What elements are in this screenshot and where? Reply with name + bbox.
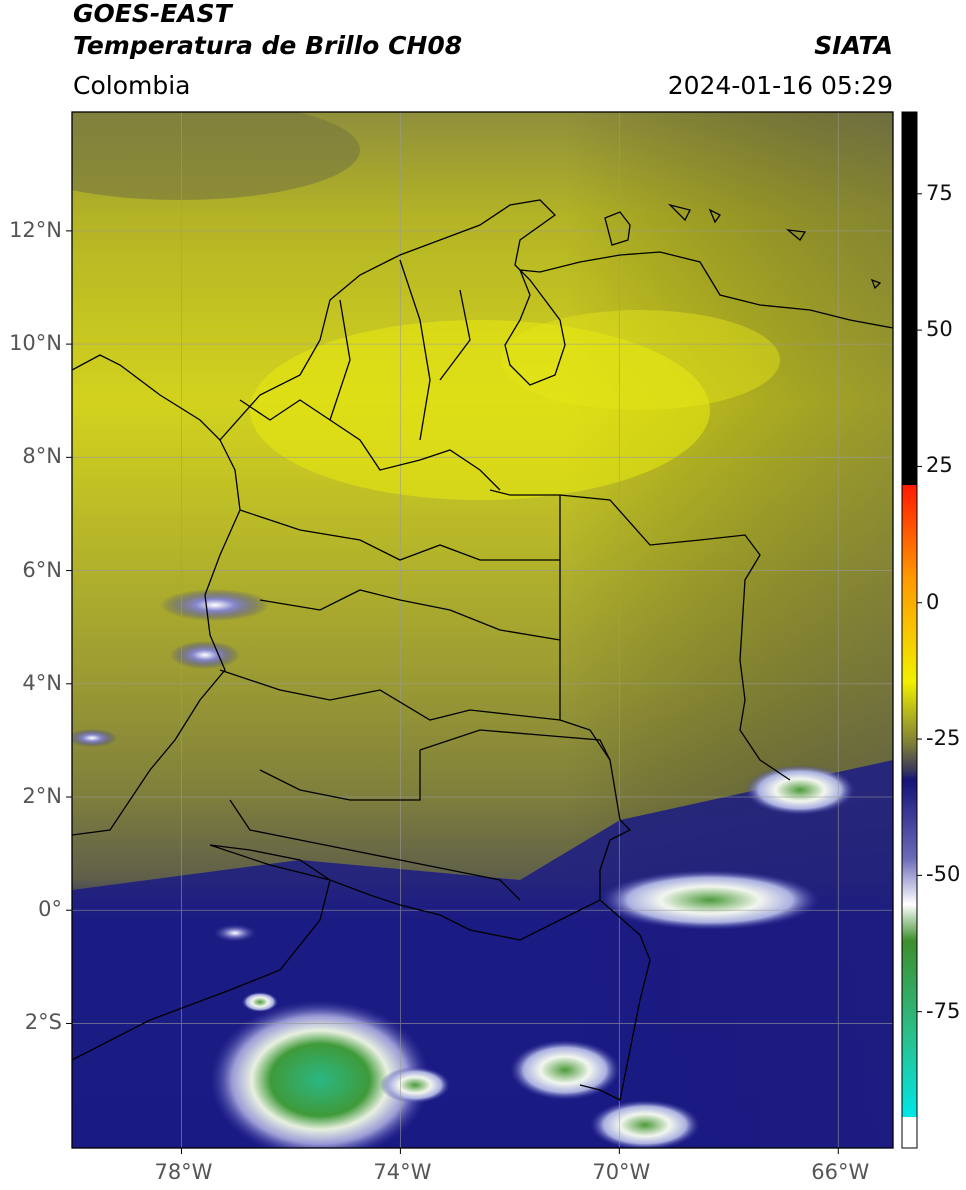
island-shapes <box>604 203 882 290</box>
internal-dept-8 <box>329 259 471 441</box>
map-frame <box>71 111 894 1149</box>
internal-dept-7 <box>229 799 521 901</box>
internal-dept-4 <box>219 669 561 721</box>
internal-dept-5 <box>419 729 611 761</box>
lat-ticks <box>66 230 72 1024</box>
caribbean-coastline <box>219 199 893 441</box>
colorbar-tick-label: 50 <box>926 317 953 342</box>
source-label: SIATA <box>814 31 893 60</box>
graticule-lines <box>72 112 893 1148</box>
colorbar-ticks <box>917 193 922 1013</box>
lat-tick-label: 12°N <box>9 217 62 242</box>
borders <box>72 199 893 1101</box>
lon-ticks <box>180 1148 839 1154</box>
lat-tick-label: 2°S <box>24 1010 62 1035</box>
internal-dept-1 <box>239 399 501 491</box>
lon-tick-label: 78°W <box>154 1160 213 1184</box>
map-raster <box>72 112 893 1148</box>
lat-tick-label: 4°N <box>22 670 62 695</box>
colombia-outer-border <box>209 844 651 1101</box>
lat-tick-label: 8°N <box>22 444 62 469</box>
venezuela-border <box>489 489 791 781</box>
lon-tick-label: 70°W <box>592 1160 651 1184</box>
lon-tick-label: 66°W <box>811 1160 870 1184</box>
timestamp-label: 2024-01-16 05:29 <box>667 71 893 100</box>
lat-tick-label: 6°N <box>22 557 62 582</box>
lat-tick-label: 2°N <box>22 784 62 808</box>
internal-dept-6 <box>259 750 421 801</box>
colorbar-tick-label: 75 <box>926 180 953 205</box>
colorbar <box>901 111 918 1149</box>
ecuador-peru-coast <box>72 844 331 1061</box>
internal-dept-3 <box>259 589 561 641</box>
colorbar-tick-label: -50 <box>926 862 961 887</box>
lon-tick-label: 74°W <box>373 1160 432 1184</box>
colorbar-tick-label: -25 <box>926 726 961 751</box>
lat-tick-label: 10°N <box>9 331 62 356</box>
colorbar-tick-label: -75 <box>926 998 961 1023</box>
product-title: Temperatura de Brillo CH08 <box>73 31 463 60</box>
satellite-title: GOES-EAST <box>73 0 232 28</box>
lat-tick-label: 0° <box>38 897 62 922</box>
brazil-border <box>559 495 632 900</box>
colorbar-tick-label: 25 <box>926 453 953 478</box>
internal-dept-2 <box>239 509 560 561</box>
region-label: Colombia <box>73 71 191 100</box>
colorbar-tick-label: 0 <box>926 589 940 614</box>
pacific-coastline <box>72 354 241 836</box>
